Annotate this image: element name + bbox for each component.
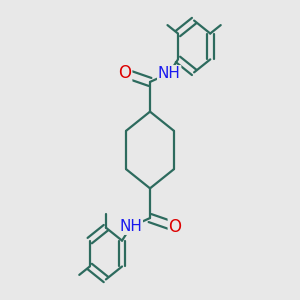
Text: O: O	[168, 218, 182, 236]
Text: O: O	[118, 64, 132, 82]
Text: NH: NH	[158, 66, 181, 81]
Text: NH: NH	[119, 219, 142, 234]
